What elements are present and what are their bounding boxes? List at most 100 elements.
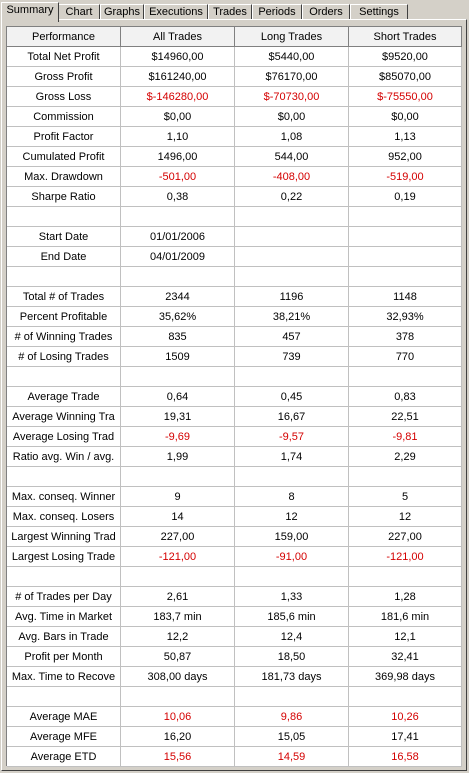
value-cell: 2,61 (121, 587, 235, 607)
value-cell (121, 267, 235, 287)
row-label: Max. Drawdown (7, 167, 121, 187)
row-label: Cumulated Profit (7, 147, 121, 167)
value-cell: 0,19 (349, 187, 462, 207)
row-label: # of Trades per Day (7, 587, 121, 607)
value-cell: 1,28 (349, 587, 462, 607)
value-cell: 17,41 (349, 727, 462, 747)
value-cell: 1,10 (121, 127, 235, 147)
tab[interactable]: Orders (302, 4, 350, 20)
value-cell: 19,31 (121, 407, 235, 427)
tab[interactable]: Summary (1, 2, 59, 22)
value-cell (235, 267, 349, 287)
performance-table: Performance All Trades Long Trades Short Tr… (6, 26, 462, 767)
value-cell: 544,00 (235, 147, 349, 167)
value-cell: 770 (349, 347, 462, 367)
value-cell (349, 687, 462, 707)
value-cell (121, 367, 235, 387)
value-cell (235, 247, 349, 267)
row-label: Start Date (7, 227, 121, 247)
value-cell (121, 567, 235, 587)
value-cell (235, 227, 349, 247)
value-cell: $0,00 (349, 107, 462, 127)
value-cell (349, 467, 462, 487)
value-cell: 227,00 (349, 527, 462, 547)
row-label (7, 687, 121, 707)
value-cell (235, 567, 349, 587)
row-label: # of Losing Trades (7, 347, 121, 367)
tab[interactable]: Chart (58, 4, 100, 20)
value-cell: 01/01/2006 (121, 227, 235, 247)
value-cell: 0,64 (121, 387, 235, 407)
tab[interactable]: Periods (252, 4, 302, 20)
tab[interactable]: Graphs (100, 4, 144, 20)
value-cell: 18,50 (235, 647, 349, 667)
value-cell (235, 687, 349, 707)
row-label: Avg. Bars in Trade (7, 627, 121, 647)
value-cell: 14,59 (235, 747, 349, 767)
row-label (7, 207, 121, 227)
value-cell: 159,00 (235, 527, 349, 547)
value-cell: 50,87 (121, 647, 235, 667)
value-cell: -9,57 (235, 427, 349, 447)
value-cell: 1496,00 (121, 147, 235, 167)
row-label: Sharpe Ratio (7, 187, 121, 207)
column-header: All Trades (121, 27, 235, 47)
value-cell (349, 207, 462, 227)
row-label: Gross Loss (7, 87, 121, 107)
value-cell: -121,00 (349, 547, 462, 567)
value-cell: $85070,00 (349, 67, 462, 87)
value-cell: 12,4 (235, 627, 349, 647)
value-cell: 5 (349, 487, 462, 507)
value-cell: 04/01/2009 (121, 247, 235, 267)
value-cell: 308,00 days (121, 667, 235, 687)
row-label: Max. Time to Recove (7, 667, 121, 687)
row-label (7, 367, 121, 387)
value-cell: 1196 (235, 287, 349, 307)
row-label: Average MFE (7, 727, 121, 747)
value-cell: 10,06 (121, 707, 235, 727)
value-cell: 12,2 (121, 627, 235, 647)
value-cell: 739 (235, 347, 349, 367)
value-cell (349, 247, 462, 267)
value-cell: 181,6 min (349, 607, 462, 627)
row-label (7, 567, 121, 587)
row-label: Gross Profit (7, 67, 121, 87)
tab[interactable]: Settings (350, 4, 408, 20)
value-cell: 0,45 (235, 387, 349, 407)
row-label: Average ETD (7, 747, 121, 767)
tab[interactable]: Executions (144, 4, 208, 20)
value-cell: 10,26 (349, 707, 462, 727)
value-cell: 227,00 (121, 527, 235, 547)
value-cell: 22,51 (349, 407, 462, 427)
value-cell: 181,73 days (235, 667, 349, 687)
value-cell: 9 (121, 487, 235, 507)
value-cell: 38,21% (235, 307, 349, 327)
value-cell: $-75550,00 (349, 87, 462, 107)
value-cell (121, 467, 235, 487)
value-cell: $14960,00 (121, 47, 235, 67)
value-cell: -9,81 (349, 427, 462, 447)
value-cell: 1,74 (235, 447, 349, 467)
value-cell (349, 567, 462, 587)
row-label: Largest Winning Trad (7, 527, 121, 547)
value-cell (235, 467, 349, 487)
value-cell: 1509 (121, 347, 235, 367)
row-label: Ratio avg. Win / avg. (7, 447, 121, 467)
value-cell: 32,41 (349, 647, 462, 667)
value-cell: 185,6 min (235, 607, 349, 627)
value-cell: 0,22 (235, 187, 349, 207)
value-cell (349, 227, 462, 247)
value-cell: 15,05 (235, 727, 349, 747)
value-cell: 2344 (121, 287, 235, 307)
row-label: Profit Factor (7, 127, 121, 147)
value-cell: -501,00 (121, 167, 235, 187)
value-cell: 8 (235, 487, 349, 507)
value-cell: 1,08 (235, 127, 349, 147)
tab[interactable]: Trades (208, 4, 252, 20)
value-cell: 15,56 (121, 747, 235, 767)
value-cell: 457 (235, 327, 349, 347)
value-cell: $161240,00 (121, 67, 235, 87)
value-cell (235, 367, 349, 387)
row-label: End Date (7, 247, 121, 267)
value-cell: $0,00 (121, 107, 235, 127)
